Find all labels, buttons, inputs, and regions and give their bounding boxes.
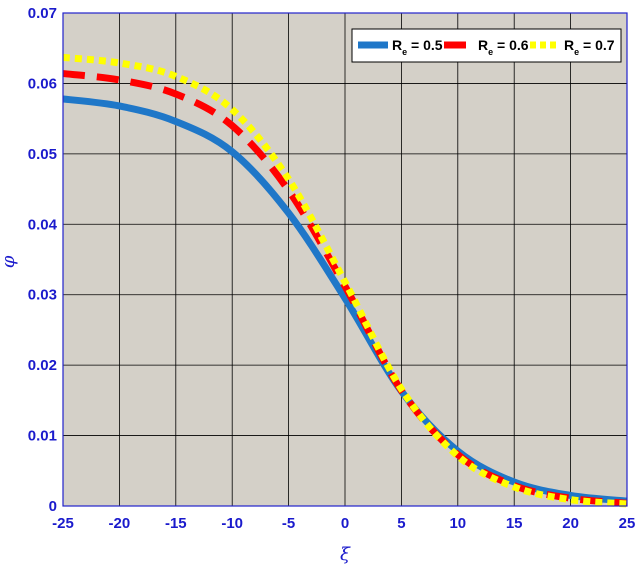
y-tick-label: 0.04 — [28, 216, 58, 233]
x-tick-label: 15 — [506, 515, 523, 532]
x-tick-label: 0 — [341, 515, 349, 532]
y-tick-labels: 0 0.01 0.02 0.03 0.04 0.05 0.06 0.07 — [28, 5, 58, 515]
x-tick-label: 20 — [562, 515, 579, 532]
x-tick-label: -10 — [221, 515, 243, 532]
y-axis-title: φ — [0, 255, 19, 268]
x-axis-title: ξ — [340, 544, 351, 565]
y-tick-label: 0.01 — [28, 428, 57, 445]
series-line-3 — [62, 53, 628, 508]
legend: Re = 0.5 Re = 0.6 Re = 0.7 — [351, 28, 622, 63]
x-tick-label: 10 — [449, 515, 466, 532]
y-tick-label: 0.02 — [28, 357, 57, 374]
y-tick-label: 0.05 — [28, 146, 57, 163]
x-tick-label: 5 — [397, 515, 405, 532]
legend-label-1: Re = 0.5 — [392, 37, 443, 57]
y-tick-label: 0 — [49, 498, 57, 515]
x-tick-label: 25 — [619, 515, 636, 532]
legend-label-2: Re = 0.6 — [478, 37, 529, 57]
legend-label-3: Re = 0.7 — [564, 37, 615, 57]
x-tick-labels: -25 -20 -15 -10 -5 0 5 10 15 20 25 — [52, 515, 635, 532]
y-tick-label: 0.06 — [28, 75, 57, 92]
x-tick-label: -20 — [109, 515, 131, 532]
y-tick-label: 0.07 — [28, 5, 57, 22]
x-tick-label: -5 — [282, 515, 295, 532]
y-tick-label: 0.03 — [28, 287, 57, 304]
series-lines — [62, 53, 628, 508]
legend-box — [351, 28, 622, 63]
plot-frame — [62, 12, 628, 507]
x-tick-label: -25 — [52, 515, 74, 532]
x-tick-label: -15 — [165, 515, 187, 532]
